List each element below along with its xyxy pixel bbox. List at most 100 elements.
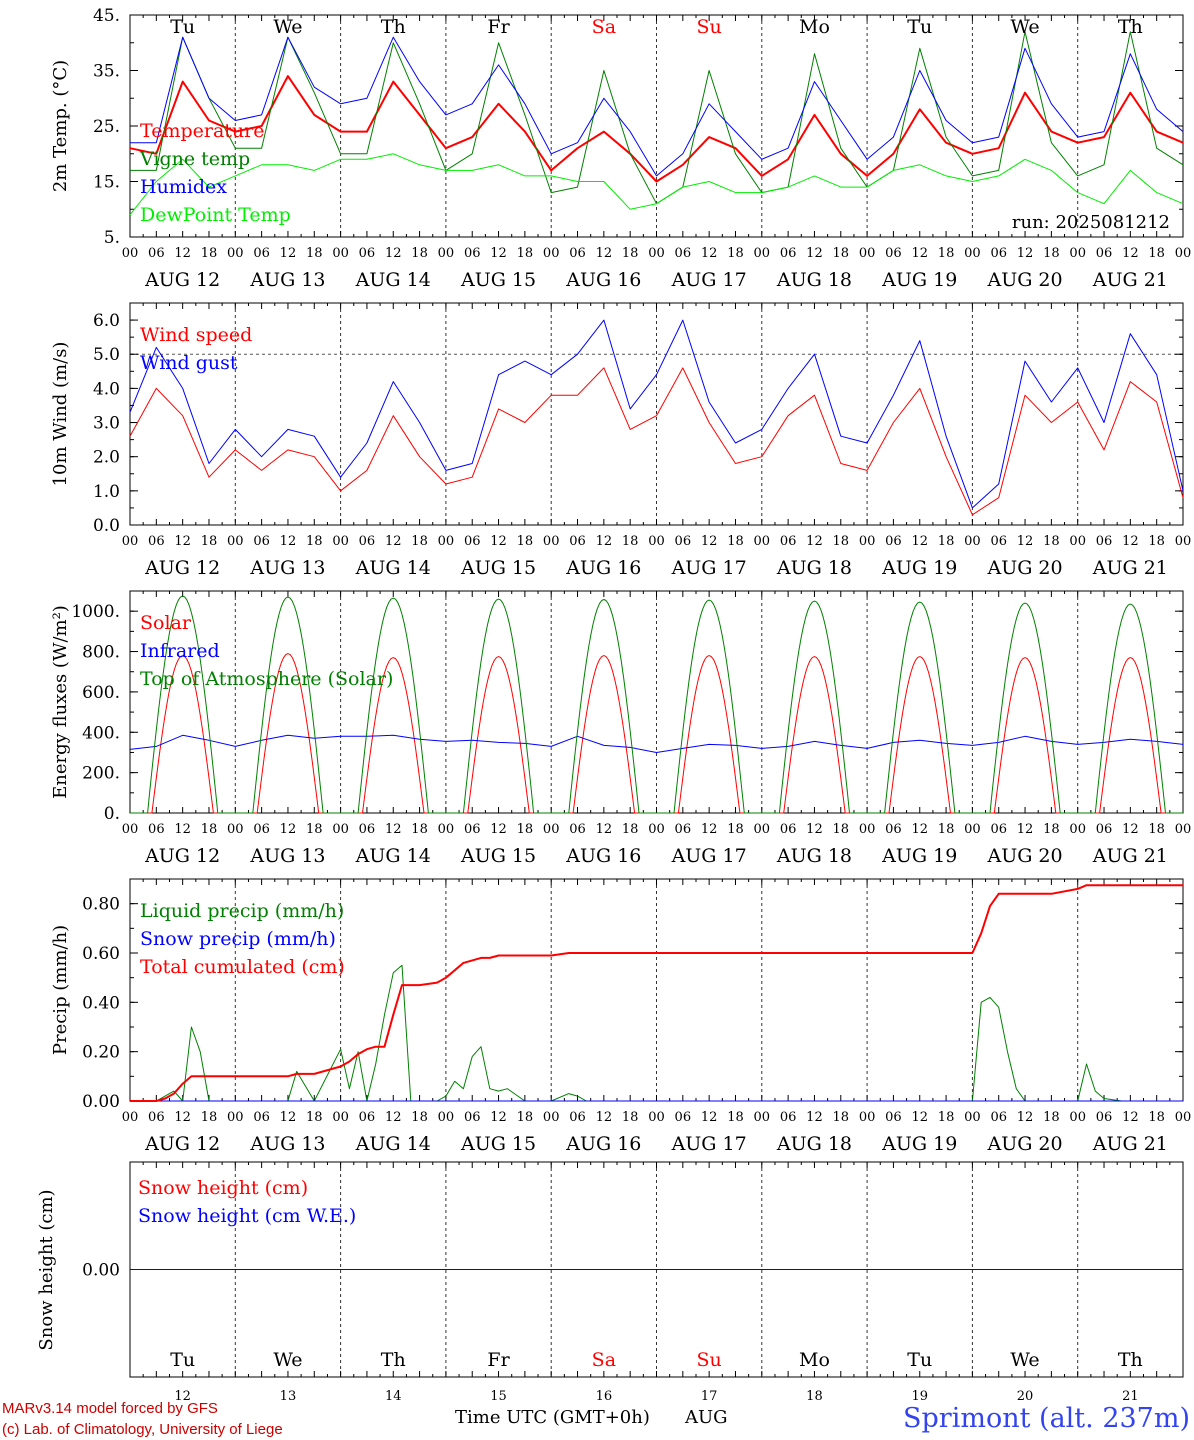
y-axis-label: 10m Wind (m/s) (50, 342, 71, 487)
x-hour-label: 18 (306, 534, 323, 549)
x-hour-label: 18 (1043, 822, 1060, 837)
x-hour-label: 12 (701, 1110, 718, 1125)
x-date-label: AUG 21 (1092, 1133, 1168, 1155)
legend-entry: Vigne temp (139, 148, 250, 170)
run-annotation: run: 2025081212 (1012, 212, 1170, 233)
x-hour-label: 00 (964, 1110, 981, 1125)
x-hour-label: 12 (174, 534, 191, 549)
day-of-week-label: Tu (907, 1349, 932, 1371)
x-hour-label: 06 (148, 534, 165, 549)
x-hour-label: 06 (675, 246, 692, 261)
x-hour-label: 00 (1175, 534, 1192, 549)
y-tick-label: 0. (104, 804, 120, 824)
x-hour-label: 18 (1148, 822, 1165, 837)
x-hour-label: 12 (1122, 246, 1139, 261)
x-hour-label: 18 (727, 1110, 744, 1125)
x-hour-label: 06 (464, 1110, 481, 1125)
x-hour-label: 12 (174, 822, 191, 837)
x-hour-label: 12 (385, 246, 402, 261)
x-hour-label: 12 (806, 246, 823, 261)
day-of-week-label: We (273, 16, 302, 38)
y-tick-label: 0.0 (93, 516, 120, 536)
series-wind-gust (129, 319, 1184, 509)
y-tick-label: 1000. (71, 602, 120, 622)
day-number-label: 19 (911, 1389, 928, 1404)
x-hour-label: 00 (332, 822, 349, 837)
x-hour-label: 18 (1148, 534, 1165, 549)
x-date-label: AUG 12 (144, 269, 220, 291)
series-top-of-atmosphere-solar- (130, 595, 1183, 814)
x-date-label: AUG 17 (671, 845, 747, 867)
x-hour-label: 06 (675, 822, 692, 837)
x-date-label: AUG 18 (776, 557, 852, 579)
x-hour-label: 12 (385, 534, 402, 549)
x-hour-label: 12 (1017, 1110, 1034, 1125)
x-hour-label: 12 (806, 822, 823, 837)
x-hour-label: 00 (122, 1110, 139, 1125)
y-axis-label: Snow height (cm) (36, 1189, 57, 1350)
x-date-label: AUG 19 (881, 557, 957, 579)
x-hour-label: 06 (569, 534, 586, 549)
x-hour-label: 00 (1175, 1110, 1192, 1125)
x-hour-label: 12 (174, 1110, 191, 1125)
day-number-label: 17 (701, 1389, 718, 1404)
series-total-cumulated-cm- (130, 884, 1183, 1102)
x-hour-label: 06 (359, 246, 376, 261)
x-hour-label: 18 (201, 246, 218, 261)
x-hour-label: 18 (833, 246, 850, 261)
x-hour-label: 06 (990, 246, 1007, 261)
day-number-label: 21 (1122, 1389, 1139, 1404)
x-hour-label: 12 (911, 1110, 928, 1125)
day-of-week-label: Fr (487, 1349, 510, 1371)
credit-line-2: (c) Lab. of Climatology, University of L… (2, 1421, 283, 1438)
x-date-label: AUG 20 (986, 845, 1062, 867)
x-hour-label: 18 (1043, 534, 1060, 549)
x-hour-label: 18 (833, 1110, 850, 1125)
x-hour-label: 00 (438, 534, 455, 549)
x-hour-label: 06 (148, 822, 165, 837)
x-hour-label: 00 (122, 246, 139, 261)
x-hour-label: 12 (1122, 1110, 1139, 1125)
y-axis-label: Precip (mm/h) (50, 925, 71, 1055)
x-hour-label: 06 (1096, 822, 1113, 837)
series-infrared (129, 734, 1184, 753)
x-hour-label: 06 (464, 534, 481, 549)
x-date-label: AUG 13 (249, 1133, 325, 1155)
station-name: Sprimont (alt. 237m) (903, 1403, 1190, 1434)
x-date-label: AUG 13 (249, 845, 325, 867)
x-hour-label: 12 (280, 822, 297, 837)
x-hour-label: 00 (543, 1110, 560, 1125)
x-hour-label: 00 (332, 534, 349, 549)
x-hour-label: 00 (859, 534, 876, 549)
x-hour-label: 18 (201, 534, 218, 549)
x-date-label: AUG 19 (881, 845, 957, 867)
x-date-label: AUG 16 (565, 1133, 641, 1155)
x-date-label: AUG 14 (355, 1133, 431, 1155)
x-hour-label: 18 (517, 1110, 534, 1125)
day-of-week-label: Tu (907, 16, 932, 38)
x-date-label: AUG 15 (460, 845, 536, 867)
x-hour-label: 12 (911, 246, 928, 261)
x-hour-label: 12 (806, 534, 823, 549)
x-hour-label: 06 (780, 534, 797, 549)
x-date-label: AUG 15 (460, 269, 536, 291)
day-of-week-label: We (1010, 1349, 1039, 1371)
x-hour-label: 18 (833, 822, 850, 837)
x-hour-label: 06 (1096, 246, 1113, 261)
x-date-label: AUG 14 (355, 557, 431, 579)
x-date-label: AUG 17 (671, 1133, 747, 1155)
x-hour-label: 00 (1069, 534, 1086, 549)
x-date-label: AUG 12 (144, 1133, 220, 1155)
y-tick-label: 6.0 (93, 311, 120, 331)
x-date-label: AUG 12 (144, 557, 220, 579)
legend-entry: Snow height (cm) (138, 1177, 308, 1199)
day-of-week-label: Mo (799, 16, 830, 38)
x-date-label: AUG 15 (460, 557, 536, 579)
day-of-week-label: Th (1118, 16, 1143, 38)
panel-precip: 0.00 0.20 0.40 0.60 0.80 Precip (mm/h) Liquid … (50, 878, 1192, 1155)
legend-entry: Top of Atmosphere (Solar) (140, 668, 393, 690)
x-hour-label: 12 (701, 534, 718, 549)
y-axis-label: Energy fluxes (W/m²) (50, 605, 71, 799)
x-hour-label: 00 (1069, 246, 1086, 261)
legend-entry: Wind speed (140, 324, 252, 346)
